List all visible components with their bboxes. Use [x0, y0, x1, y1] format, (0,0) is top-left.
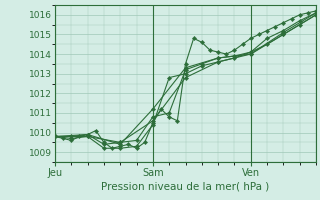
X-axis label: Pression niveau de la mer( hPa ): Pression niveau de la mer( hPa ): [101, 182, 270, 192]
